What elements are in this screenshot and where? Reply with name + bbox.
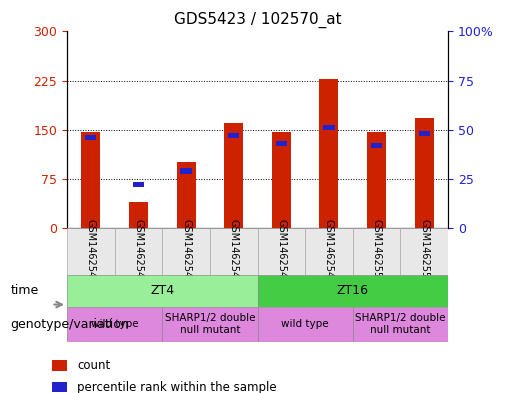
- Bar: [258, 275, 448, 307]
- Bar: [419, 131, 430, 136]
- Text: GDS5423 / 102570_at: GDS5423 / 102570_at: [174, 12, 341, 28]
- Bar: [401, 228, 448, 275]
- Text: GSM1462546: GSM1462546: [277, 219, 286, 284]
- Bar: [367, 132, 386, 228]
- Text: wild type: wild type: [281, 319, 329, 329]
- Text: time: time: [10, 284, 39, 298]
- Text: ZT4: ZT4: [150, 284, 174, 298]
- Bar: [81, 132, 100, 228]
- Bar: [210, 228, 258, 275]
- Text: GSM1462548: GSM1462548: [181, 219, 191, 284]
- Text: GSM1462550: GSM1462550: [372, 219, 382, 284]
- Bar: [305, 228, 353, 275]
- Bar: [258, 307, 353, 342]
- Text: GSM1462545: GSM1462545: [133, 219, 143, 284]
- Bar: [228, 133, 239, 138]
- Text: ZT16: ZT16: [337, 284, 369, 298]
- Text: GSM1462549: GSM1462549: [229, 219, 238, 284]
- Text: percentile rank within the sample: percentile rank within the sample: [77, 380, 277, 393]
- Bar: [67, 275, 258, 307]
- Bar: [67, 228, 115, 275]
- Text: wild type: wild type: [91, 319, 139, 329]
- Bar: [133, 182, 144, 187]
- Bar: [272, 132, 291, 228]
- Bar: [276, 141, 287, 146]
- Bar: [67, 307, 162, 342]
- Bar: [114, 228, 162, 275]
- Bar: [162, 307, 258, 342]
- Bar: [353, 307, 448, 342]
- Bar: [258, 228, 305, 275]
- Bar: [129, 202, 148, 228]
- Text: SHARP1/2 double
null mutant: SHARP1/2 double null mutant: [355, 314, 445, 335]
- Bar: [371, 143, 382, 148]
- Text: GSM1462551: GSM1462551: [419, 219, 429, 284]
- Bar: [177, 162, 196, 228]
- Bar: [415, 118, 434, 228]
- Text: genotype/variation: genotype/variation: [10, 318, 129, 331]
- Bar: [319, 79, 338, 228]
- Text: GSM1462547: GSM1462547: [324, 219, 334, 284]
- Bar: [224, 123, 243, 228]
- Text: GSM1462544: GSM1462544: [86, 219, 96, 284]
- Text: SHARP1/2 double
null mutant: SHARP1/2 double null mutant: [165, 314, 255, 335]
- Bar: [85, 135, 96, 140]
- Bar: [323, 125, 335, 130]
- Bar: [353, 228, 401, 275]
- Text: count: count: [77, 359, 111, 372]
- Bar: [180, 168, 192, 174]
- Bar: [162, 228, 210, 275]
